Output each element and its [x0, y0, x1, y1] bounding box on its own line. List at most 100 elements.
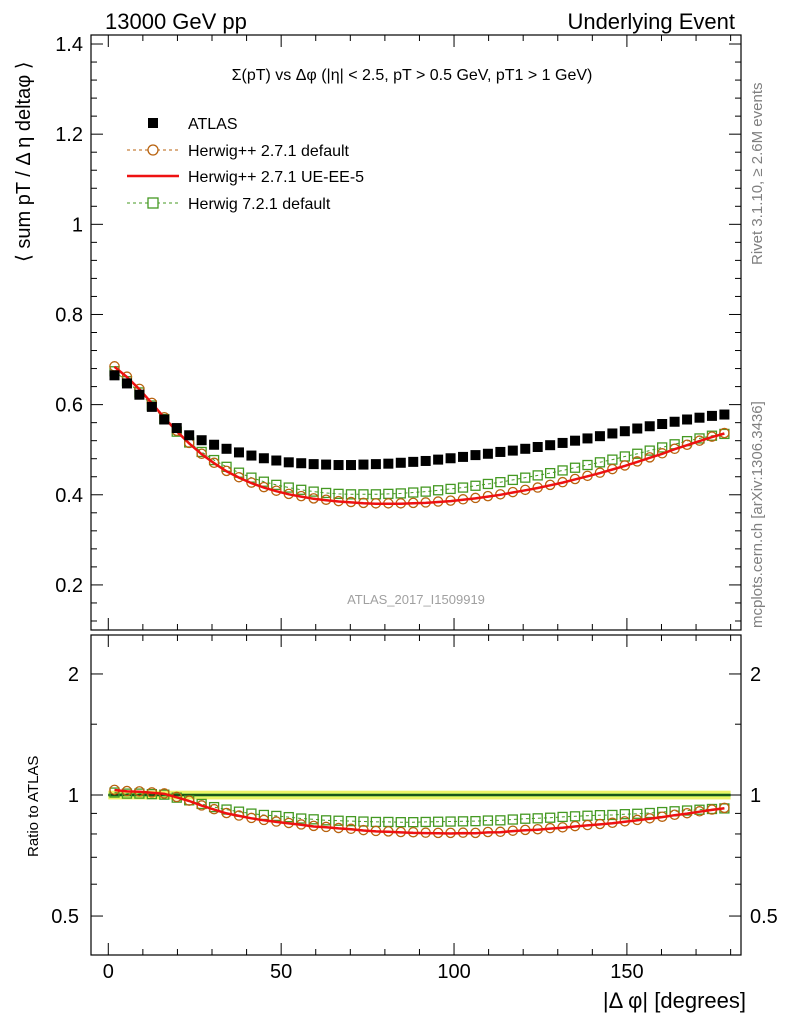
series-dashed-line: [114, 365, 725, 504]
ratio-y-tick-label: 1: [68, 785, 79, 807]
herwig72-point: [296, 484, 307, 495]
rivet-label: Rivet 3.1.10, ≥ 2.6M events: [749, 83, 766, 266]
atlas-point: [657, 419, 668, 430]
atlas-point: [184, 430, 195, 441]
atlas-point: [358, 459, 369, 470]
legend-label: Herwig 7.2.1 default: [188, 196, 331, 213]
herwig72-point: [333, 488, 344, 500]
y-tick-label: 0.6: [55, 395, 83, 417]
atlas-point: [333, 460, 344, 471]
ratio-y-tick-label-right: 1: [750, 785, 761, 807]
atlas-point: [246, 450, 257, 461]
atlas-point: [482, 448, 493, 459]
atlas-point: [520, 443, 531, 454]
herwig72-point: [109, 787, 120, 798]
x-tick-label: 100: [437, 961, 470, 983]
herwig72-point: [345, 815, 357, 827]
herwig-default-point: [719, 427, 730, 439]
herwig72-point: [333, 815, 344, 826]
atlas-point: [308, 459, 319, 470]
atlas-point: [420, 455, 431, 466]
ratio-y-tick-label-right: 2: [750, 664, 761, 686]
series-dashed-line: [114, 792, 725, 823]
atlas-point: [694, 412, 705, 423]
herwig72-point: [470, 815, 481, 827]
herwig72-point: [395, 488, 406, 499]
herwig72-point: [544, 812, 556, 823]
x-axis-label: |Δ φ| [degrees]: [603, 988, 746, 1013]
herwig72-point: [271, 810, 282, 822]
herwig72-point: [345, 489, 357, 500]
atlas-point: [221, 443, 232, 454]
atlas-point: [532, 441, 543, 452]
herwig72-point: [657, 442, 668, 453]
herwig72-point: [320, 487, 332, 499]
x-tick-label: 0: [103, 961, 114, 983]
plot-title: Σ(pT) vs Δφ (|η| < 2.5, pT > 0.5 GeV, pT…: [232, 67, 593, 84]
atlas-point: [570, 435, 581, 446]
herwig72-point: [594, 457, 606, 468]
herwig72-point: [408, 817, 419, 828]
header-left: 13000 GeV pp: [105, 9, 247, 34]
ratio-series: [109, 784, 730, 839]
herwig-default-point: [208, 457, 220, 469]
atlas-point: [545, 440, 556, 451]
herwig72-point: [445, 483, 456, 495]
tick-labels: 0 50 100 150 0.2 0.4 0.6 0.8 1 1.2 1.4 0.5 0.5 1 1 2 2: [51, 34, 778, 983]
herwig72-point: [532, 470, 543, 481]
herwig72-point: [520, 813, 531, 824]
atlas-point: [296, 458, 307, 469]
herwig72-point: [507, 474, 518, 486]
y-tick-label: 1.2: [55, 124, 83, 146]
atlas-point: [458, 451, 469, 462]
atlas-point: [507, 445, 518, 456]
atlas-point: [109, 370, 120, 381]
herwig72-point: [420, 486, 431, 497]
atlas-point: [383, 458, 394, 469]
atlas-point: [682, 414, 693, 425]
ratio-y-tick-label: 0.5: [51, 906, 79, 928]
atlas-point: [594, 431, 605, 442]
herwig72-point: [283, 482, 294, 493]
herwig72-point: [569, 462, 581, 473]
herwig72-point: [582, 459, 593, 471]
atlas-point: [644, 421, 655, 432]
main-series: [109, 361, 730, 509]
atlas-point: [209, 439, 220, 450]
herwig72-point: [432, 816, 444, 827]
atlas-point: [557, 437, 568, 448]
atlas-point: [321, 459, 332, 470]
legend-label: Herwig++ 2.7.1 default: [188, 143, 350, 160]
atlas-point: [445, 453, 456, 464]
atlas-point: [121, 378, 132, 389]
herwig72-point: [445, 816, 456, 827]
herwig72-point: [283, 811, 294, 823]
atlas-point: [607, 428, 618, 439]
atlas-point: [283, 457, 294, 468]
herwig72-point: [532, 813, 543, 824]
atlas-point: [258, 453, 269, 464]
herwig72-point: [408, 487, 419, 498]
ratio-y-tick-label: 2: [68, 664, 79, 686]
herwig72-point: [495, 477, 506, 488]
herwig72-point: [420, 816, 431, 828]
herwig-default-point: [233, 471, 245, 483]
atlas-point: [706, 410, 717, 421]
atlas-point: [619, 426, 630, 437]
header-right: Underlying Event: [567, 9, 735, 34]
herwig72-point: [632, 808, 643, 819]
y-tick-label: 1.4: [55, 34, 83, 56]
x-tick-label: 150: [610, 961, 643, 983]
atlas-point: [719, 409, 730, 420]
herwig72-point: [296, 813, 307, 824]
herwig72-point: [258, 476, 270, 487]
atlas-point: [470, 450, 481, 461]
herwig-ueee5-line: [114, 788, 725, 835]
main-ylabel: ⟨ sum pT / Δ η deltaφ ⟩: [13, 61, 35, 262]
legend-herwig72-marker: [147, 197, 159, 209]
y-tick-label: 0.2: [55, 575, 83, 597]
atlas-point: [159, 414, 170, 425]
x-tick-label: 50: [270, 961, 292, 983]
atlas-point: [669, 416, 680, 427]
